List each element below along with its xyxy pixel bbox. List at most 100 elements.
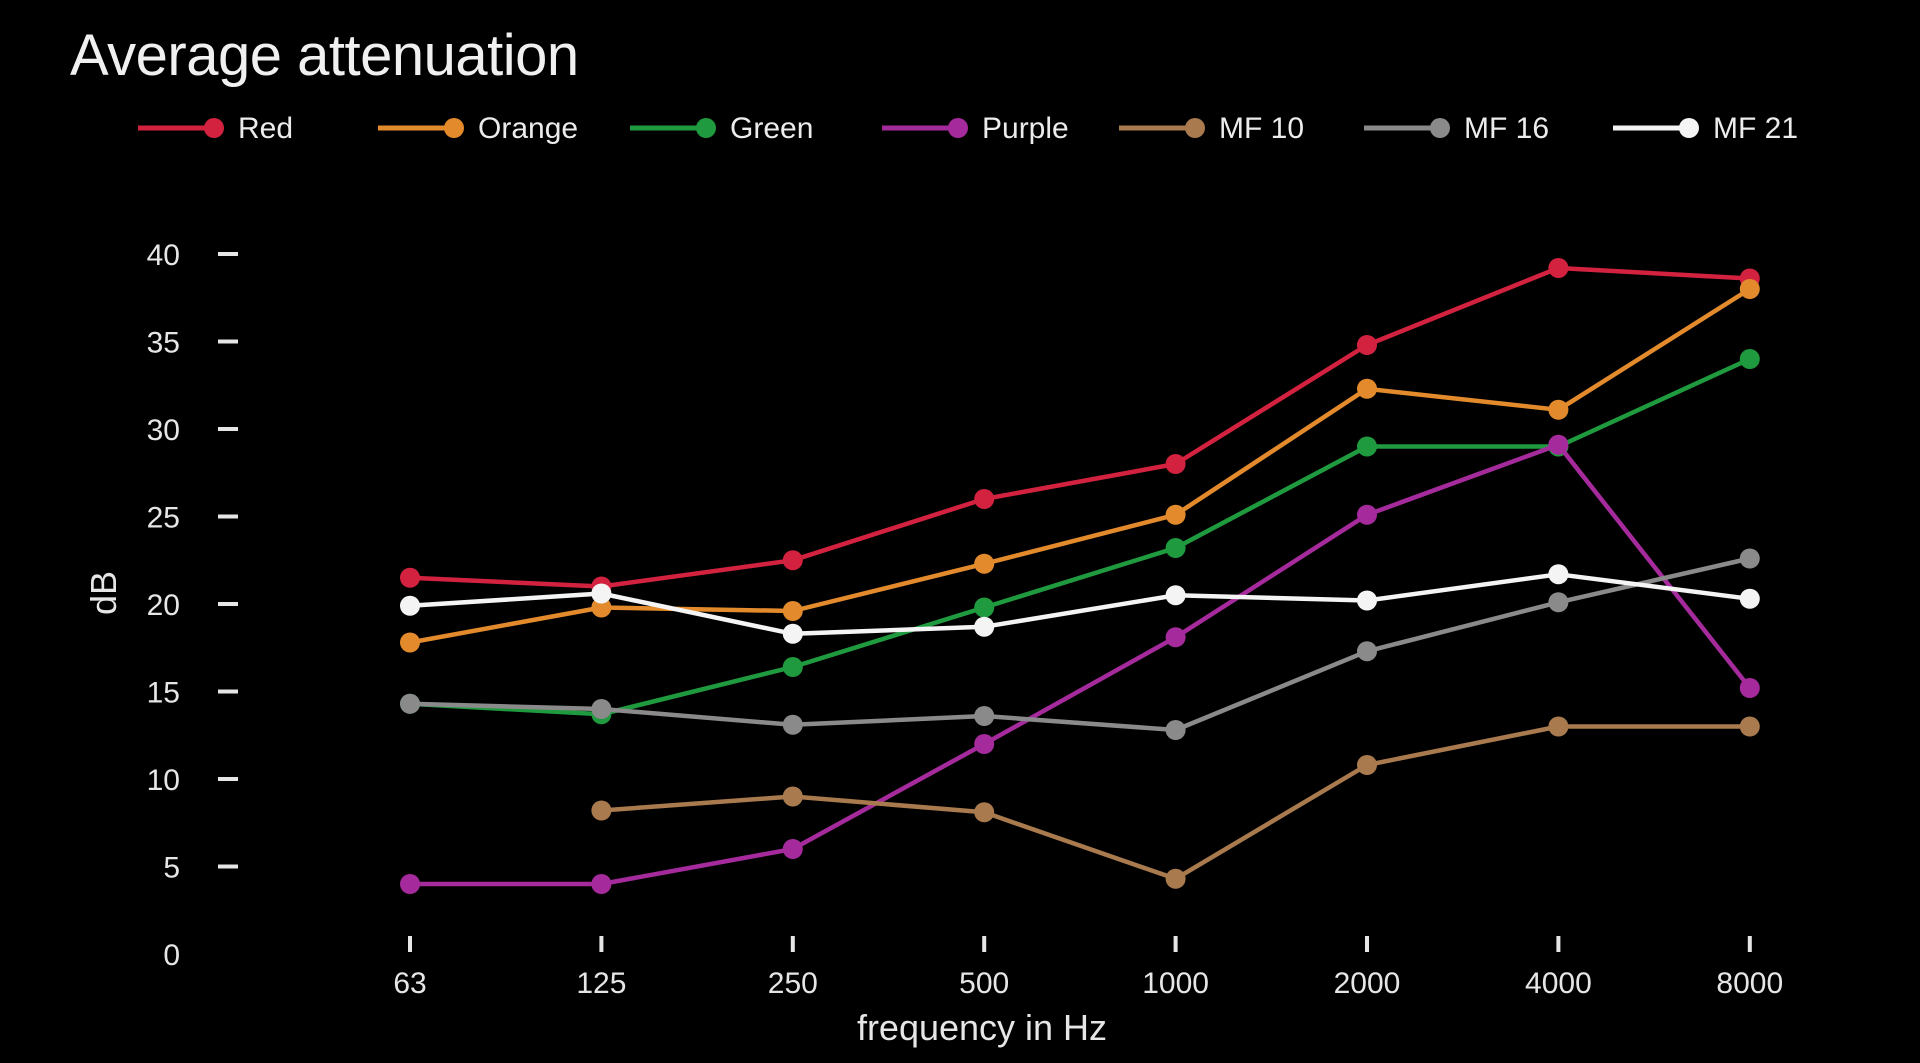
data-point [782, 623, 803, 644]
series-layer [400, 258, 1760, 894]
data-point [1165, 504, 1186, 525]
data-point [782, 839, 803, 859]
data-point [1739, 548, 1760, 569]
legend-label: Red [238, 112, 293, 145]
series-line [599, 724, 1753, 882]
data-point [974, 489, 995, 509]
data-point [974, 734, 995, 754]
data-point [974, 802, 995, 823]
legend-swatch-dot [1430, 118, 1450, 138]
data-point [974, 553, 995, 574]
legend-swatch-dot [1679, 118, 1699, 138]
series-mf-10 [591, 716, 1760, 889]
data-point [400, 632, 420, 653]
x-axis: 63 125 250 500 1000 2000 4000 8000 [393, 936, 1783, 1000]
series-line [407, 442, 1753, 887]
x-axis-label: frequency in Hz [857, 1007, 1107, 1048]
data-point [1357, 504, 1377, 525]
chart-title: Average attenuation [70, 23, 579, 88]
data-point [400, 595, 420, 616]
x-tick-label: 4000 [1525, 967, 1592, 1000]
y-axis-label: dB [83, 571, 124, 615]
data-point [1548, 258, 1569, 278]
y-tick-label: 25 [147, 502, 180, 535]
data-point [782, 714, 803, 735]
data-point [1548, 716, 1569, 737]
data-point [1165, 454, 1186, 474]
data-point [1357, 436, 1377, 457]
data-point [1357, 755, 1377, 775]
series-line [407, 356, 1753, 717]
data-point [1548, 399, 1569, 420]
legend-label: MF 16 [1464, 112, 1549, 145]
data-point [1548, 592, 1569, 613]
x-tick-label: 1000 [1142, 967, 1209, 1000]
data-point [1165, 585, 1186, 606]
x-tick-label: 125 [576, 967, 626, 1000]
legend-item: Red [138, 112, 293, 145]
legend-swatch-dot [1185, 118, 1205, 138]
data-point [1357, 378, 1377, 399]
x-tick-label: 250 [768, 967, 818, 1000]
series-mf-16 [400, 548, 1760, 740]
data-point [1357, 335, 1377, 355]
data-point [1165, 868, 1186, 889]
x-tick-label: 63 [393, 967, 426, 1000]
y-tick-label: 30 [147, 414, 180, 447]
data-point [782, 786, 803, 807]
y-tick-label: 35 [147, 327, 180, 360]
data-point [1357, 590, 1377, 611]
series-red [400, 258, 1760, 597]
series-line [407, 572, 1753, 637]
data-point [591, 597, 612, 618]
y-axis: 0 5 10 15 20 25 30 35 40 [147, 239, 238, 972]
data-point [1739, 716, 1760, 737]
legend-item: MF 10 [1119, 112, 1304, 145]
legend-label: Orange [478, 112, 578, 145]
legend-item: MF 21 [1613, 112, 1798, 145]
data-point [591, 583, 612, 604]
y-tick-label: 5 [163, 852, 180, 885]
x-tick-label: 2000 [1334, 967, 1401, 1000]
y-tick-label: 20 [147, 589, 180, 622]
y-tick-label: 0 [163, 939, 180, 972]
y-tick-label: 15 [147, 677, 180, 710]
data-point [974, 706, 995, 726]
data-point [1165, 627, 1186, 648]
data-point [1739, 349, 1760, 369]
series-purple [400, 434, 1760, 894]
data-point [1739, 588, 1760, 609]
data-point [974, 597, 995, 618]
series-line [407, 286, 1753, 645]
data-point [782, 601, 803, 621]
legend-item: Orange [378, 112, 578, 145]
data-point [1739, 279, 1760, 299]
data-point [591, 800, 612, 821]
legend: Red Orange Green Purple MF 10 MF 16 MF 21 [138, 112, 1798, 145]
legend-swatch-dot [696, 118, 716, 138]
data-point [591, 874, 612, 894]
data-point [974, 616, 995, 637]
series-line [407, 556, 1753, 733]
legend-item: MF 16 [1364, 112, 1549, 145]
legend-swatch-dot [444, 118, 464, 138]
legend-swatch-dot [948, 118, 968, 138]
data-point [1165, 538, 1186, 558]
data-point [1548, 434, 1569, 455]
data-point [400, 693, 420, 714]
data-point [782, 550, 803, 571]
y-tick-label: 40 [147, 239, 180, 272]
data-point [400, 567, 420, 588]
legend-label: Green [730, 112, 813, 145]
legend-item: Purple [882, 112, 1069, 145]
data-point [1548, 564, 1569, 585]
series-mf-21 [400, 564, 1760, 644]
legend-swatch-dot [204, 118, 224, 138]
legend-label: Purple [982, 112, 1069, 145]
x-tick-label: 500 [959, 967, 1009, 1000]
legend-label: MF 21 [1713, 112, 1798, 145]
x-tick-label: 8000 [1716, 967, 1783, 1000]
data-point [1357, 641, 1377, 662]
data-point [591, 699, 612, 719]
